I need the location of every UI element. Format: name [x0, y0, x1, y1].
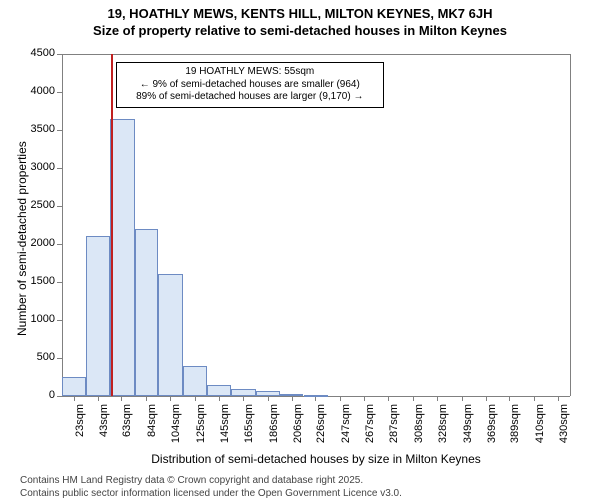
- property-marker-line: [111, 54, 113, 396]
- x-tick-label: 63sqm: [121, 404, 133, 454]
- x-tick-label: 226sqm: [315, 404, 327, 454]
- chart-title-line1: 19, HOATHLY MEWS, KENTS HILL, MILTON KEY…: [0, 6, 600, 22]
- x-tick: [437, 396, 438, 401]
- histogram-bar: [62, 377, 86, 396]
- footer-line1: Contains HM Land Registry data © Crown c…: [20, 475, 402, 488]
- x-tick: [243, 396, 244, 401]
- x-tick-label: 104sqm: [170, 404, 182, 454]
- x-tick: [74, 396, 75, 401]
- histogram-bar: [304, 395, 329, 397]
- histogram-bar: [280, 394, 304, 396]
- axis-border: [62, 54, 570, 55]
- x-tick: [146, 396, 147, 401]
- annotation-line: ← 9% of semi-detached houses are smaller…: [123, 79, 377, 92]
- y-tick-label: 4500: [17, 47, 55, 59]
- x-tick-label: 186sqm: [268, 404, 280, 454]
- chart-title-line2: Size of property relative to semi-detach…: [0, 23, 600, 39]
- axis-border: [570, 54, 571, 396]
- histogram-bar: [231, 389, 256, 396]
- annotation-line: 89% of semi-detached houses are larger (…: [123, 91, 377, 104]
- y-tick: [57, 92, 62, 93]
- x-tick: [121, 396, 122, 401]
- y-tick: [57, 282, 62, 283]
- x-tick: [219, 396, 220, 401]
- x-tick-label: 23sqm: [74, 404, 86, 454]
- x-tick: [534, 396, 535, 401]
- x-tick-label: 349sqm: [462, 404, 474, 454]
- x-tick-label: 84sqm: [146, 404, 158, 454]
- x-tick: [388, 396, 389, 401]
- y-tick: [57, 168, 62, 169]
- x-tick: [486, 396, 487, 401]
- histogram-bar: [256, 391, 280, 396]
- x-tick-label: 389sqm: [509, 404, 521, 454]
- x-tick-label: 43sqm: [98, 404, 110, 454]
- y-tick: [57, 206, 62, 207]
- histogram-bar: [158, 274, 183, 396]
- annotation-line: 19 HOATHLY MEWS: 55sqm: [123, 66, 377, 79]
- y-tick: [57, 358, 62, 359]
- y-tick-label: 3500: [17, 123, 55, 135]
- chart-container: 19, HOATHLY MEWS, KENTS HILL, MILTON KEY…: [0, 6, 600, 500]
- x-tick-label: 308sqm: [413, 404, 425, 454]
- y-tick-label: 4000: [17, 85, 55, 97]
- y-tick: [57, 130, 62, 131]
- annotation-box: 19 HOATHLY MEWS: 55sqm← 9% of semi-detac…: [116, 62, 384, 108]
- x-tick: [292, 396, 293, 401]
- x-tick-label: 125sqm: [195, 404, 207, 454]
- x-axis-label: Distribution of semi-detached houses by …: [62, 452, 570, 466]
- x-tick: [558, 396, 559, 401]
- x-tick: [364, 396, 365, 401]
- x-tick-label: 410sqm: [534, 404, 546, 454]
- footer-line2: Contains public sector information licen…: [20, 488, 402, 500]
- y-tick: [57, 396, 62, 397]
- x-tick-label: 287sqm: [388, 404, 400, 454]
- y-tick: [57, 54, 62, 55]
- x-tick: [195, 396, 196, 401]
- y-tick: [57, 244, 62, 245]
- x-tick-label: 165sqm: [243, 404, 255, 454]
- histogram-bar: [135, 229, 159, 396]
- x-tick-label: 328sqm: [437, 404, 449, 454]
- x-tick-label: 369sqm: [486, 404, 498, 454]
- footer-text: Contains HM Land Registry data © Crown c…: [20, 475, 402, 500]
- x-tick: [98, 396, 99, 401]
- histogram-bar: [207, 385, 231, 396]
- x-tick: [268, 396, 269, 401]
- x-tick-label: 206sqm: [292, 404, 304, 454]
- x-tick: [170, 396, 171, 401]
- x-tick: [509, 396, 510, 401]
- x-tick: [413, 396, 414, 401]
- x-tick-label: 145sqm: [219, 404, 231, 454]
- x-tick: [340, 396, 341, 401]
- histogram-bar: [86, 236, 110, 396]
- x-tick: [462, 396, 463, 401]
- histogram-bar: [183, 366, 207, 396]
- y-tick-label: 0: [17, 389, 55, 401]
- axis-border: [62, 54, 63, 396]
- y-tick-label: 500: [17, 351, 55, 363]
- histogram-bar: [110, 119, 135, 396]
- x-tick-label: 267sqm: [364, 404, 376, 454]
- x-tick-label: 247sqm: [340, 404, 352, 454]
- y-axis-label: Number of semi-detached properties: [15, 141, 29, 336]
- y-tick: [57, 320, 62, 321]
- x-tick-label: 430sqm: [558, 404, 570, 454]
